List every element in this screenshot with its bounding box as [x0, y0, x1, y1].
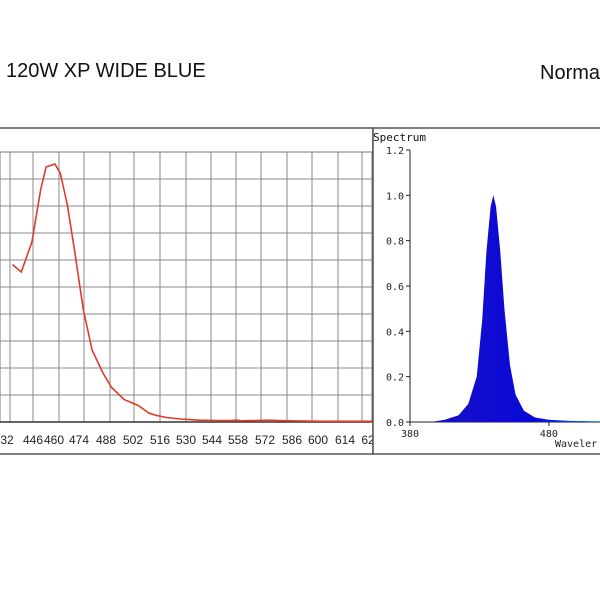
right-x-tick-label: 480	[540, 429, 558, 440]
right-y-tick-label: 0.6	[386, 282, 404, 293]
right-y-tick-label: 1.0	[386, 191, 404, 202]
left-x-tick-label: 586	[282, 433, 302, 447]
right-y-tick-label: 1.2	[386, 146, 404, 157]
left-x-tick-label: 600	[308, 433, 328, 447]
left-x-tick-label: 32	[0, 433, 14, 447]
left-series-line	[11, 163, 376, 423]
right-y-tick-label: 0.2	[386, 373, 404, 384]
left-x-tick-label: 544	[202, 433, 222, 447]
right-x-tick-label: 380	[401, 429, 419, 440]
left-x-tick-label: 502	[123, 433, 143, 447]
chart-title-left: 120W XP WIDE BLUE	[6, 60, 206, 82]
right-y-tick-label: 0.0	[386, 418, 404, 429]
left-x-tick-label: 572	[255, 433, 275, 447]
right-x-axis-label: Waveler	[555, 439, 597, 450]
left-x-tick-label: 488	[96, 433, 116, 447]
right-chart-title: Spectrum	[373, 131, 426, 144]
left-x-tick-label: 614	[335, 433, 355, 447]
left-x-tick-label: 530	[176, 433, 196, 447]
chart-title-right: Norma	[540, 62, 600, 84]
right-y-tick-label: 0.4	[386, 327, 404, 338]
left-x-tick-label: 62	[361, 433, 375, 447]
left-x-tick-label: 446	[23, 433, 43, 447]
left-x-tick-label: 460	[44, 433, 64, 447]
right-y-tick-label: 0.8	[386, 237, 404, 248]
left-x-tick-label: 474	[69, 433, 89, 447]
left-x-tick-label: 516	[150, 433, 170, 447]
left-x-tick-label: 558	[228, 433, 248, 447]
